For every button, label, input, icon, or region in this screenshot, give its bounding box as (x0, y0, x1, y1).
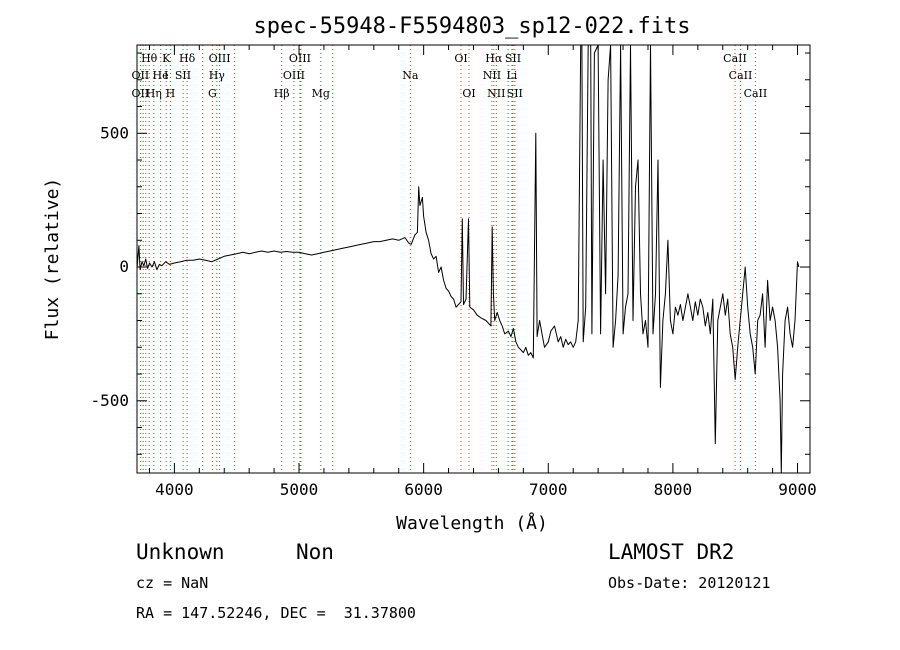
spectrum-series (136, 44, 800, 474)
line-label: Li (506, 69, 517, 82)
line-label: NII (483, 69, 501, 82)
line-label: OI (454, 52, 467, 65)
x-tick-label: 9000 (778, 480, 817, 499)
line-label: Hβ (274, 87, 290, 100)
x-tick-label: 5000 (280, 480, 319, 499)
line-label: OIII (289, 52, 311, 65)
line-label: SII (175, 69, 191, 82)
x-axis: 4000 5000 6000 7000 8000 9000 (148, 45, 817, 499)
object-class: Unknown (136, 540, 225, 564)
line-label: OII (132, 69, 150, 82)
x-tick-label: 7000 (529, 480, 568, 499)
line-label: OIII (283, 69, 305, 82)
survey-name: LAMOST DR2 (608, 540, 735, 564)
y-axis: -500 0 500 (90, 52, 810, 455)
plot-frame (136, 44, 811, 474)
line-label: NII (487, 87, 505, 100)
line-label: OII (132, 87, 150, 100)
y-axis-label: Flux (relative) (42, 178, 63, 341)
x-tick-label: 4000 (155, 480, 194, 499)
line-label: Hδ (179, 52, 196, 65)
y-tick-label: -500 (90, 391, 129, 410)
line-label: SII (505, 52, 521, 65)
line-label: Hθ (141, 52, 158, 65)
y-tick-label: 0 (119, 257, 129, 276)
line-label: Hα (485, 52, 503, 65)
line-label: CaII (744, 87, 768, 100)
line-label: Mg (312, 87, 330, 100)
x-tick-label: 8000 (654, 480, 693, 499)
x-tick-label: 6000 (404, 480, 443, 499)
line-label: I (164, 69, 168, 82)
line-label: OI (462, 87, 475, 100)
line-label: CaII (729, 69, 753, 82)
line-label: He (153, 69, 169, 82)
line-label: Hγ (209, 69, 226, 82)
line-label: SII (507, 87, 523, 100)
line-label: CaII (723, 52, 747, 65)
object-subclass: Non (296, 540, 334, 564)
line-label: G (208, 87, 217, 100)
line-label: Na (402, 69, 419, 82)
redshift-cz: cz = NaN (136, 574, 209, 592)
coordinates: RA = 147.52246, DEC = 31.37800 (136, 604, 416, 622)
spectrum-line (136, 44, 800, 474)
y-tick-label: 500 (100, 123, 129, 142)
obs-date: Obs-Date: 20120121 (608, 574, 771, 592)
line-label: OIII (209, 52, 231, 65)
x-axis-label: Wavelength (Å) (396, 512, 548, 534)
chart-title: spec-55948-F5594803_sp12-022.fits (253, 14, 690, 39)
line-label: K (162, 52, 171, 65)
line-label: H (166, 87, 176, 100)
line-markers (139, 45, 756, 473)
line-label: Hη (146, 87, 162, 100)
